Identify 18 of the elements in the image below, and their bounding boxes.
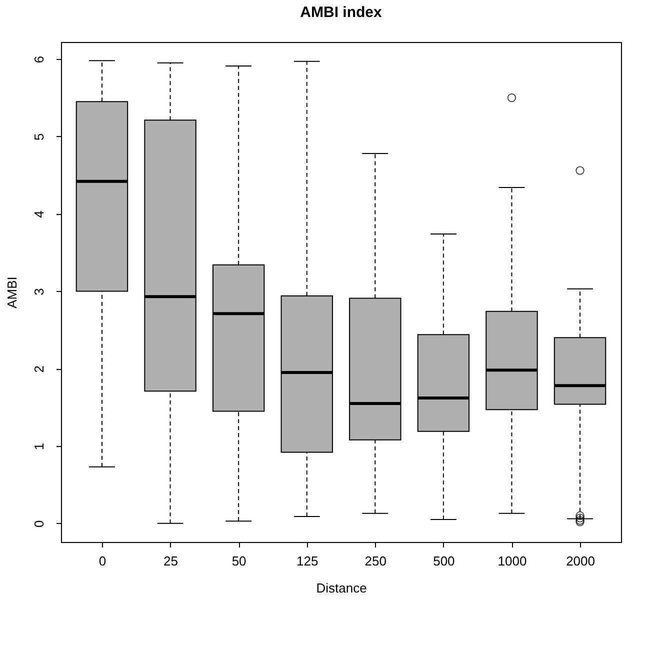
- y-tick-label: 4: [32, 210, 46, 218]
- y-tick-label: 1: [32, 442, 46, 450]
- x-tick-label: 250: [364, 554, 386, 568]
- x-tick-label: 500: [433, 554, 455, 568]
- x-tick-label: 0: [98, 554, 106, 568]
- y-tick-label: 3: [32, 288, 46, 296]
- y-tick-label: 2: [32, 366, 46, 373]
- y-tick-label: 5: [32, 133, 46, 141]
- y-tick-label: 0: [32, 520, 46, 528]
- chart-title: AMBI index: [300, 4, 382, 21]
- x-tick-label: 125: [296, 554, 318, 568]
- x-tick-label: 2000: [566, 554, 595, 568]
- x-axis-title: Distance: [316, 580, 367, 596]
- x-tick-label: 50: [232, 554, 246, 568]
- x-tick-label: 25: [164, 554, 178, 568]
- y-axis-title: AMBI: [4, 276, 20, 308]
- y-tick-label: 6: [32, 56, 46, 64]
- x-tick-label: 1000: [498, 554, 527, 568]
